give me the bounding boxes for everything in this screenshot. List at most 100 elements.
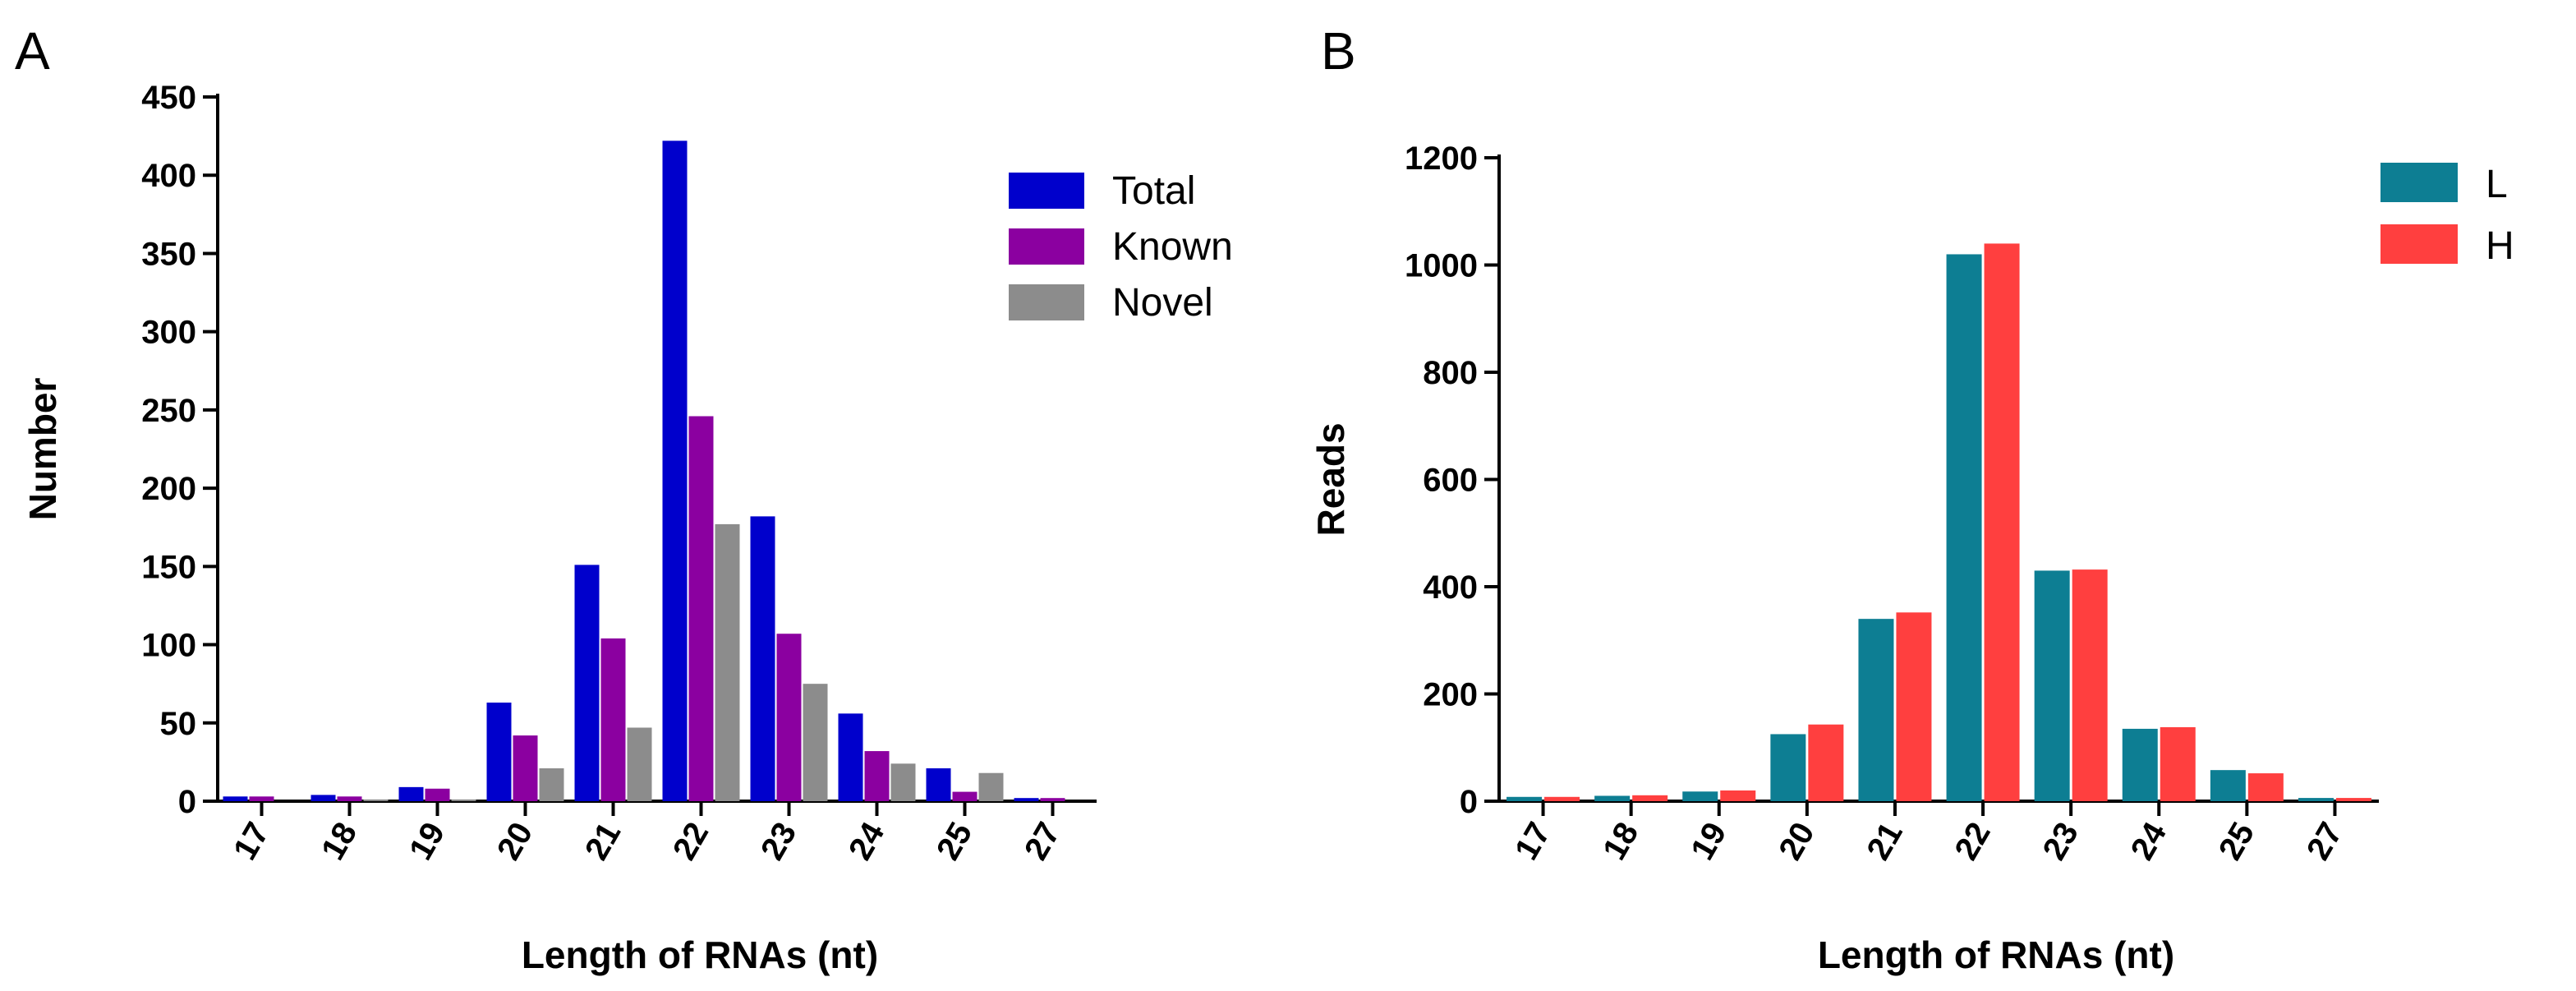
bar-h-18 — [1632, 795, 1668, 801]
legend-swatch-total — [1009, 173, 1084, 209]
bar-known-18 — [337, 796, 362, 801]
x-tick-label: 17 — [227, 817, 276, 867]
y-tick-label: 350 — [141, 236, 196, 272]
bar-l-23 — [2034, 570, 2070, 801]
bar-novel-22 — [715, 523, 740, 801]
bar-total-18 — [310, 795, 336, 801]
bar-h-24 — [2160, 726, 2196, 801]
y-axis-title: Reads — [1309, 422, 1352, 536]
bar-known-27 — [1040, 798, 1065, 801]
x-tick-label: 19 — [402, 817, 452, 867]
x-tick-label: 23 — [754, 817, 803, 867]
legend-label-h: H — [2486, 224, 2514, 268]
bar-l-24 — [2122, 728, 2158, 801]
bar-h-23 — [2072, 569, 2108, 801]
bar-novel-25 — [978, 772, 1004, 801]
bar-known-19 — [425, 788, 450, 801]
legend-label-known: Known — [1112, 225, 1233, 269]
panel-letter-b: B — [1321, 21, 1356, 81]
x-tick-label: 25 — [2212, 817, 2261, 867]
bar-h-22 — [1984, 243, 2020, 801]
bar-l-18 — [1594, 795, 1631, 801]
x-axis-title: Length of RNAs (nt) — [522, 933, 878, 976]
bar-total-27 — [1014, 798, 1039, 801]
x-tick-label: 22 — [1948, 817, 1997, 867]
bar-total-22 — [662, 141, 688, 801]
y-tick-label: 800 — [1423, 355, 1478, 391]
bar-total-25 — [926, 768, 951, 801]
bar-total-19 — [398, 786, 424, 801]
y-axis-title: Number — [21, 378, 64, 521]
panel-letter-a: A — [15, 21, 50, 81]
y-tick-label: 150 — [141, 549, 196, 585]
x-tick-label: 27 — [1018, 817, 1067, 867]
bar-l-27 — [2298, 798, 2334, 801]
y-tick-label: 50 — [160, 706, 197, 742]
bar-novel-18 — [363, 800, 389, 801]
x-tick-label: 17 — [1508, 817, 1557, 867]
bar-total-24 — [838, 713, 863, 801]
legend: Total Known Novel — [1009, 169, 1233, 325]
bar-novel-21 — [627, 727, 652, 801]
bar-total-21 — [574, 565, 600, 801]
bar-h-21 — [1896, 612, 1932, 801]
legend-swatch-h — [2380, 224, 2458, 264]
x-tick-label: 20 — [490, 817, 540, 867]
x-tick-label: 21 — [578, 817, 628, 867]
bar-l-17 — [1506, 796, 1543, 801]
chart-b: 0 200 400 600 800 1000 1200 17 18 19 20 21 22 23 24 25 2… — [1309, 141, 2514, 976]
y-tick-label: 1200 — [1405, 141, 1478, 177]
y-tick-label: 250 — [141, 393, 196, 429]
bar-known-25 — [952, 791, 978, 801]
bar-novel-19 — [451, 800, 476, 801]
bar-l-21 — [1858, 619, 1894, 801]
bar-total-23 — [750, 516, 775, 801]
x-tick-label: 20 — [1772, 817, 1821, 867]
x-tick-label: 21 — [1860, 817, 1909, 867]
bar-total-20 — [486, 703, 512, 801]
bar-known-21 — [600, 638, 626, 801]
bar-h-20 — [1808, 724, 1844, 801]
chart-a: 0 50 100 150 200 250 300 350 400 450 17 18 19 20 21 22 2… — [21, 80, 1233, 976]
bar-l-20 — [1770, 734, 1806, 801]
legend-label-novel: Novel — [1112, 281, 1213, 325]
y-tick-label: 300 — [141, 315, 196, 351]
y-tick-label: 1000 — [1405, 248, 1478, 284]
y-tick-label: 0 — [178, 784, 196, 820]
y-tick-label: 400 — [1423, 569, 1478, 606]
bar-h-27 — [2335, 798, 2371, 801]
y-tick-label: 0 — [1460, 784, 1478, 820]
x-tick-label: 22 — [666, 817, 715, 867]
bar-l-19 — [1682, 791, 1718, 801]
x-tick-label: 18 — [315, 817, 364, 867]
x-axis-title: Length of RNAs (nt) — [1818, 933, 2174, 976]
bar-h-17 — [1544, 796, 1580, 801]
bar-known-20 — [513, 735, 538, 801]
y-tick-label: 200 — [1423, 677, 1478, 713]
x-tick-label: 24 — [842, 816, 892, 866]
y-tick-label: 100 — [141, 628, 196, 664]
bar-known-24 — [864, 751, 890, 801]
bar-h-19 — [1720, 790, 1756, 801]
legend-swatch-known — [1009, 228, 1084, 265]
y-tick-label: 600 — [1423, 463, 1478, 499]
bar-novel-20 — [539, 768, 564, 801]
bar-novel-24 — [890, 763, 916, 801]
x-tick-label: 18 — [1596, 817, 1645, 867]
y-tick-label: 450 — [141, 80, 196, 116]
x-tick-label: 23 — [2036, 817, 2086, 867]
x-tick-label: 25 — [930, 817, 979, 867]
bar-novel-23 — [803, 684, 828, 801]
x-tick-label: 19 — [1684, 817, 1733, 867]
y-tick-label: 200 — [141, 471, 196, 507]
x-tick-label: 24 — [2124, 816, 2174, 866]
bar-known-22 — [688, 416, 714, 801]
bar-total-17 — [223, 796, 248, 801]
bar-l-25 — [2210, 770, 2246, 801]
legend-label-l: L — [2486, 163, 2508, 206]
x-tick-label: 27 — [2300, 817, 2349, 867]
legend: LH — [2380, 163, 2514, 268]
bar-known-23 — [776, 634, 802, 801]
legend-label-total: Total — [1112, 169, 1195, 213]
